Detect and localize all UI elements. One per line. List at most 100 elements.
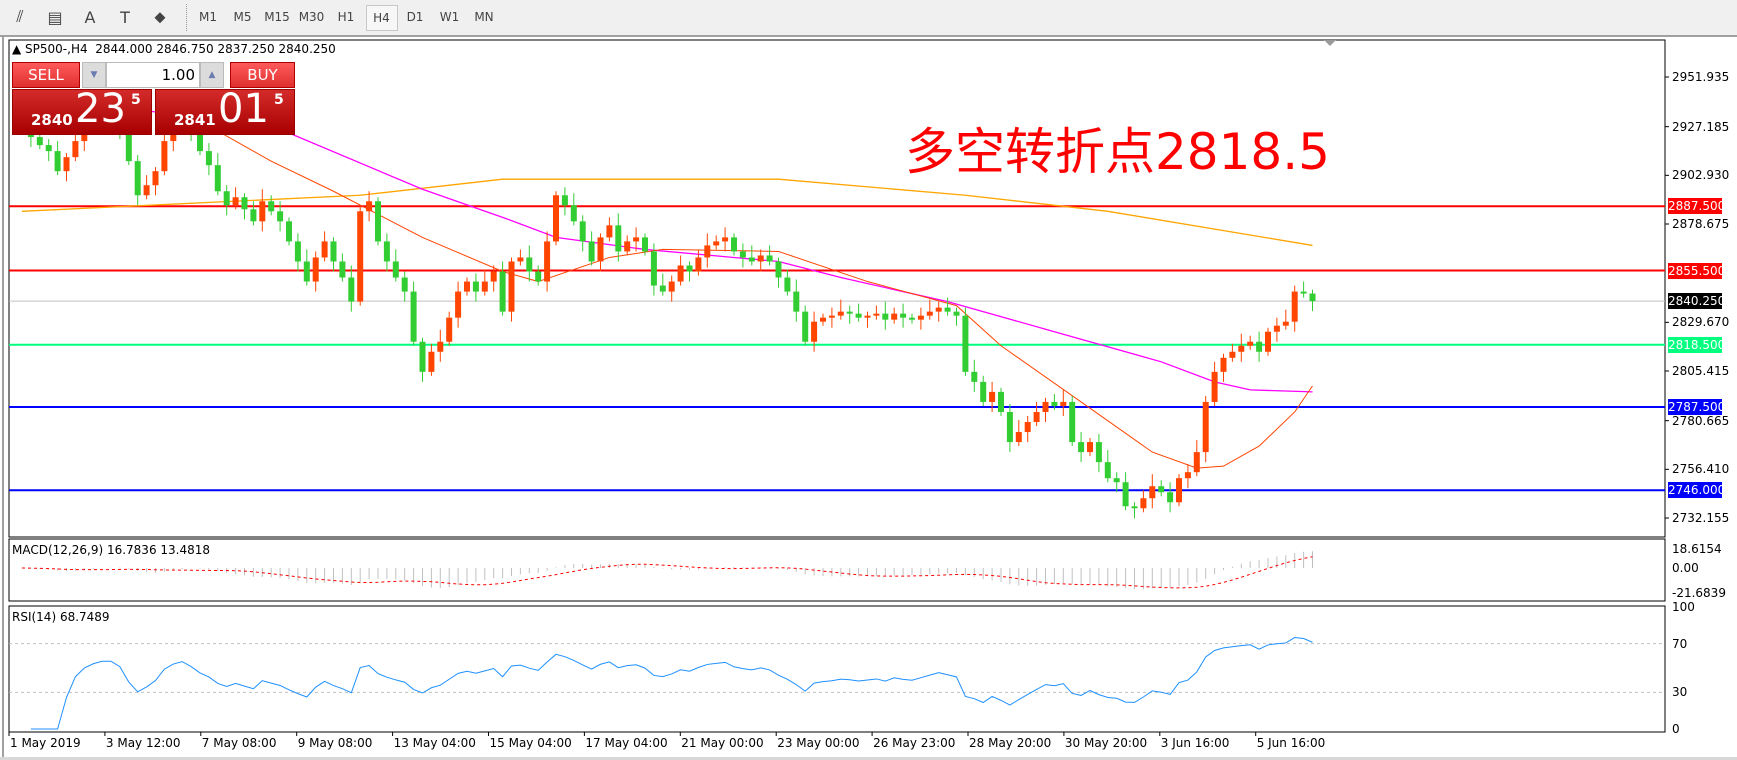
macd-axis-max: 18.6154 [1672, 542, 1722, 556]
candle [1024, 415, 1031, 443]
candle-body [739, 251, 746, 258]
candle-body [223, 191, 230, 206]
candle [1256, 331, 1263, 362]
price-axis-label: 2780.665 [1672, 413, 1730, 428]
candle-body [998, 391, 1004, 412]
candle-body [953, 311, 960, 316]
candle-body [1033, 411, 1040, 423]
candle [739, 243, 746, 268]
candle [535, 265, 542, 286]
candle-body [926, 311, 933, 316]
buy-price-button[interactable]: 2841 01 5 [155, 86, 295, 135]
candle-body [197, 131, 203, 152]
buy-price-sup: 5 [274, 92, 284, 108]
high-value: 2846.750 [156, 42, 214, 56]
arrows-icon[interactable]: ⬥ [154, 7, 166, 26]
timeframe-m5[interactable]: M5 [233, 10, 252, 24]
candle [143, 175, 150, 200]
lot-size-input[interactable] [106, 62, 200, 88]
candle-body [1265, 331, 1271, 352]
candle [917, 307, 924, 330]
candle-body [1256, 341, 1263, 352]
timeframe-w1[interactable]: W1 [439, 10, 460, 24]
timeframe-d1[interactable]: D1 [406, 10, 424, 24]
timeframe-mn[interactable]: MN [474, 10, 494, 24]
buy-button[interactable]: BUY [230, 62, 295, 88]
candle-body [864, 315, 871, 318]
candle [134, 155, 141, 206]
candle [152, 167, 159, 196]
macd-signal-line [21, 556, 1313, 589]
candle [472, 273, 479, 302]
rsi-label: RSI(14) 68.7489 [12, 610, 110, 624]
text-icon[interactable]: A [84, 7, 96, 27]
candle-body [1193, 452, 1200, 473]
candle-body [410, 291, 417, 342]
candle [1095, 434, 1102, 473]
candle [268, 195, 275, 216]
candle-body [241, 197, 248, 210]
candle-body [250, 209, 257, 222]
candle-body [1202, 401, 1209, 453]
candle [748, 245, 755, 266]
candle-body [1309, 293, 1316, 302]
lot-increase-button[interactable]: ▲ [200, 62, 224, 88]
candle-body [873, 313, 880, 316]
candle [650, 243, 657, 296]
timeframe-h1[interactable]: H1 [337, 10, 355, 24]
timeframe-h4[interactable]: H4 [365, 5, 398, 31]
candle [1087, 438, 1093, 457]
candle [1167, 482, 1174, 513]
candle [1247, 335, 1254, 350]
candle-body [1238, 345, 1245, 352]
candle-body [419, 341, 426, 372]
candle [686, 261, 693, 282]
candle [1220, 353, 1227, 382]
macd-label: MACD(12,26,9) 16.7836 13.4818 [12, 543, 211, 557]
candle [695, 249, 702, 276]
low-value: 2837.250 [217, 42, 275, 56]
candle-body [81, 131, 88, 142]
timeframe-m30[interactable]: M30 [298, 10, 325, 24]
candle-body [366, 201, 373, 212]
candle [1149, 474, 1156, 509]
chart-shift-marker-icon[interactable] [1324, 40, 1336, 46]
candle [962, 307, 969, 376]
text-label-icon[interactable]: T [120, 7, 130, 27]
candle [909, 313, 915, 324]
candle [54, 141, 61, 176]
candle [1282, 309, 1289, 330]
candle [846, 305, 853, 324]
candle-body [1051, 401, 1058, 406]
timeframe-m15[interactable]: M15 [264, 10, 290, 24]
candle-body [1024, 422, 1031, 433]
candle [366, 191, 373, 222]
candle [294, 233, 301, 272]
candle-body [294, 241, 301, 262]
candle [63, 153, 70, 182]
expert-advisor-icon[interactable]: ⫽ [16, 7, 24, 26]
fibonacci-icon[interactable]: ▤ [47, 7, 63, 27]
candle [1078, 432, 1085, 463]
candle-body [1184, 472, 1191, 479]
sell-button[interactable]: SELL [12, 62, 80, 88]
candle-body [944, 307, 951, 312]
candle-body [677, 265, 684, 282]
candle-body [668, 281, 675, 292]
candle [45, 139, 52, 162]
lot-decrease-button[interactable]: ▼ [82, 62, 106, 88]
candle [544, 231, 551, 292]
candle [241, 193, 248, 220]
timeframe-m1[interactable]: M1 [199, 10, 217, 24]
candle [357, 205, 364, 306]
candle [250, 201, 257, 226]
rsi-axis-label: 0 [1672, 722, 1680, 736]
candle [1140, 490, 1147, 513]
sell-price-button[interactable]: 2840 23 5 [12, 86, 152, 135]
collapse-triangle-icon[interactable]: ▲ [12, 42, 26, 56]
candle-body [624, 241, 631, 252]
candle [1158, 480, 1165, 497]
candle [392, 249, 399, 282]
annotation-text[interactable]: 多空转折点2818.5 [905, 123, 1330, 181]
